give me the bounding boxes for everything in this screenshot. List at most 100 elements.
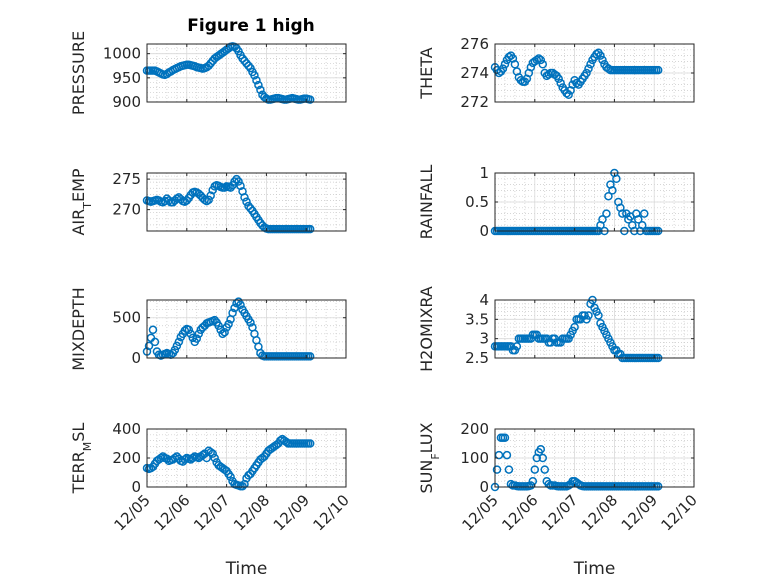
series-markers <box>142 434 315 491</box>
x-tick-label: 12/10 <box>310 491 353 534</box>
data-point <box>618 209 627 218</box>
y-tick-label: 270 <box>112 201 141 219</box>
subplot-h2omixra: 2.53 3.54 H2OMIXRA <box>417 286 695 372</box>
y-axis-label: THETA <box>417 47 436 99</box>
axes-box <box>494 299 695 359</box>
x-tick-label: 12/09 <box>618 491 661 534</box>
data-point <box>276 436 285 445</box>
y-tick-label: 0.5 <box>465 193 489 211</box>
data-point <box>544 70 553 79</box>
subplot-rainfall: 0 0.5 1 RAINFALL <box>417 164 695 240</box>
data-point <box>608 186 617 195</box>
data-point <box>170 345 180 355</box>
series-markers <box>142 174 315 234</box>
y-tick-label: 272 <box>460 93 489 111</box>
data-point <box>242 197 251 206</box>
data-point <box>172 341 182 351</box>
data-point <box>634 215 643 224</box>
data-point <box>218 329 227 339</box>
data-point <box>598 215 607 224</box>
data-point <box>234 177 243 186</box>
data-point <box>526 62 536 72</box>
y-tick-label: 200 <box>460 420 489 438</box>
data-point <box>500 433 510 442</box>
data-point <box>210 453 219 463</box>
data-point <box>184 325 194 335</box>
data-point <box>244 61 253 70</box>
y-axis-label: RAINFALL <box>417 165 436 240</box>
data-point <box>554 74 563 84</box>
data-point <box>210 315 219 325</box>
data-point <box>236 300 245 310</box>
data-point <box>604 191 613 201</box>
data-point <box>188 333 198 343</box>
data-point <box>282 437 291 447</box>
axes-box <box>146 172 347 232</box>
x-tick-label: 12/09 <box>270 491 313 534</box>
data-point <box>194 329 203 339</box>
data-point <box>208 449 217 458</box>
y-axis-label: SUNFLUX <box>417 422 442 493</box>
data-point <box>492 465 502 474</box>
data-point <box>188 453 198 463</box>
data-point <box>148 325 158 335</box>
x-tick-label: 12/08 <box>578 491 621 534</box>
data-point <box>254 80 263 90</box>
data-point <box>592 49 601 59</box>
data-point <box>180 455 190 464</box>
x-tick-label: 12/07 <box>190 491 233 534</box>
data-point <box>532 55 542 65</box>
data-point <box>584 64 593 73</box>
subplot-theta: 272 274 276 THETA <box>417 35 695 111</box>
data-point <box>568 80 577 89</box>
x-axis-label: Time <box>225 559 268 579</box>
data-point <box>564 90 573 99</box>
data-point <box>582 68 591 78</box>
data-point <box>252 76 261 85</box>
data-point <box>538 60 548 69</box>
y-axis-label: TERRMSL <box>69 423 94 495</box>
subplot-sun: 0 100 200 SUNFLUX 12/0512/0612/0712/0812/091… <box>417 420 701 579</box>
y-tick-label: 950 <box>112 69 141 87</box>
data-point <box>246 204 255 213</box>
data-point <box>182 196 192 205</box>
data-point <box>162 454 172 463</box>
series-markers <box>490 48 663 99</box>
data-point <box>504 52 514 62</box>
data-point <box>500 60 510 69</box>
data-point <box>538 453 548 463</box>
data-point <box>596 51 605 60</box>
subplot-terr: 0 200 400 TERRMSL 12/0512/0612/0712/0812/091… <box>69 420 353 579</box>
data-point <box>156 453 166 463</box>
data-point <box>224 319 233 329</box>
data-point <box>214 321 223 331</box>
data-point <box>530 465 540 474</box>
data-point <box>228 308 237 318</box>
x-tick-label: 12/06 <box>498 491 541 534</box>
data-point <box>502 450 512 460</box>
data-point <box>598 55 607 65</box>
y-tick-label: 2.5 <box>465 349 489 367</box>
data-point <box>653 65 663 75</box>
data-point <box>570 322 579 332</box>
data-point <box>572 78 581 88</box>
data-point <box>206 191 215 200</box>
data-point <box>150 337 160 347</box>
data-point <box>230 177 239 186</box>
y-tick-label: 0 <box>131 478 141 496</box>
y-tick-label: 0 <box>479 222 489 240</box>
axes-box <box>146 43 347 103</box>
data-point <box>516 76 526 85</box>
data-point <box>204 195 213 205</box>
subplot-mixdepth: 0 500 MIXDEPTH <box>69 287 347 371</box>
data-point <box>536 55 546 65</box>
y-tick-label: 3 <box>479 330 489 348</box>
x-axis-label: Time <box>573 559 616 579</box>
subplot-pressure: 900 950 1000 PRESSURE <box>69 31 347 115</box>
data-point <box>540 465 549 474</box>
data-point <box>504 465 514 474</box>
y-tick-label: 0 <box>479 478 489 496</box>
data-point <box>305 439 315 448</box>
y-axis-label: MIXDEPTH <box>69 287 88 370</box>
